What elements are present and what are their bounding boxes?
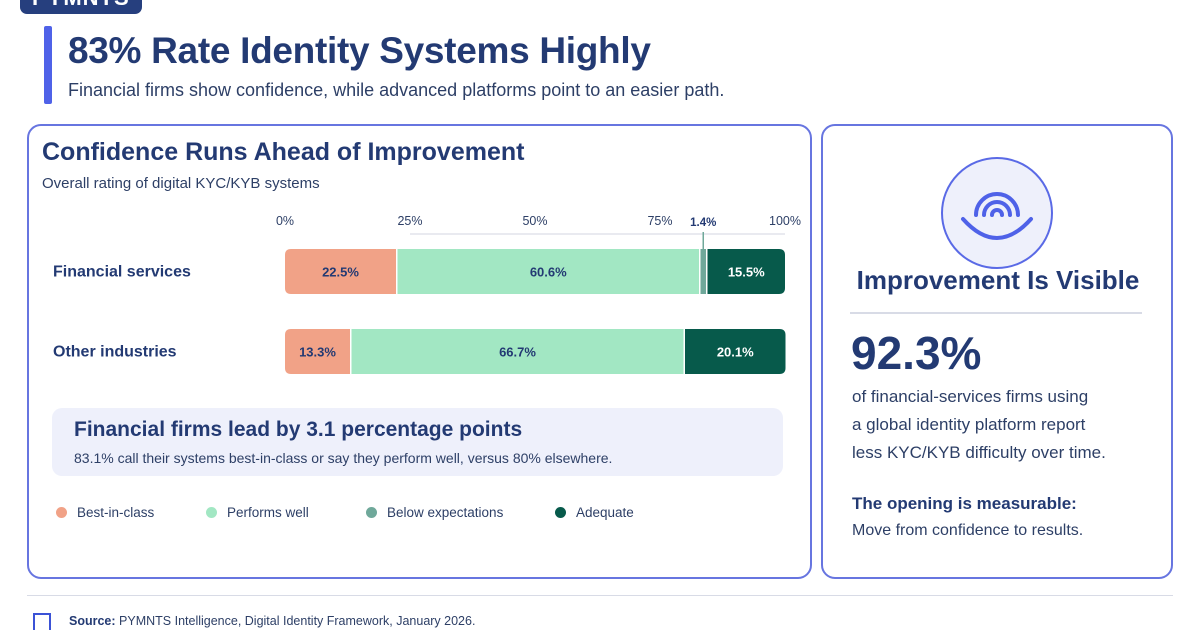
opening-text: Move from confidence to results. (852, 522, 1084, 539)
opening-title: The opening is measurable: (852, 494, 1077, 513)
category-label: Financial services (53, 264, 191, 281)
side-panel-title: Improvement Is Visible (856, 265, 1140, 295)
bar-segment (285, 329, 350, 374)
stat-description-line: of financial-services firms using (852, 387, 1089, 406)
bar-segment (285, 249, 396, 294)
source-text: PYMNTS Intelligence, Digital Identity Fr… (119, 614, 476, 628)
x-tick-label: 50% (522, 214, 547, 228)
stat-description-line: less KYC/KYB difficulty over time. (852, 443, 1106, 462)
bar-segment (685, 329, 786, 374)
page-subtitle: Financial firms show confidence, while a… (68, 80, 725, 100)
callout-box: Financial firms lead by 3.1 percentage p… (52, 408, 783, 476)
legend-item-adequate: Adequate (555, 504, 634, 520)
data-label: 15.5% (728, 265, 765, 280)
footer-divider (27, 595, 1173, 596)
legend-label: Best-in-class (77, 504, 155, 520)
pymnts-logo: PYMNTS (20, 0, 142, 14)
category-label: Other industries (53, 344, 177, 361)
stacked-bar-chart: 0% 25% 50% 75% 100% Financial services 22.5% 60… (53, 214, 801, 374)
chart-subtitle: Overall rating of digital KYC/KYB system… (42, 175, 320, 192)
callout-text: 83.1% call their systems best-in-class o… (74, 450, 613, 466)
data-label: 13.3% (299, 345, 336, 360)
x-tick-label: 0% (276, 214, 294, 228)
data-label: 1.4% (690, 217, 716, 229)
chart-title: Confidence Runs Ahead of Improvement (42, 138, 525, 166)
legend-swatch (56, 506, 67, 518)
source-label: Source: (69, 614, 116, 628)
page-title: 83% Rate Identity Systems Highly (68, 30, 651, 71)
x-tick-label: 100% (769, 214, 801, 228)
legend-item-performs-well: Performs well (206, 504, 309, 520)
fingerprint-smile-icon (941, 157, 1053, 269)
bar-segment (700, 249, 706, 294)
legend-item-below-expectations: Below expectations (366, 504, 503, 520)
legend-swatch (366, 506, 377, 518)
title-accent-bar (44, 26, 52, 104)
side-panel-divider (850, 312, 1142, 314)
bar-segment (397, 249, 699, 294)
data-label: 60.6% (530, 265, 567, 280)
bar-segment (707, 249, 785, 294)
key-stat: 92.3% (851, 327, 982, 379)
footer-logo-mark (33, 613, 51, 630)
stat-description-line: a global identity platform report (852, 415, 1086, 434)
bar-segment (351, 329, 684, 374)
callout-title: Financial firms lead by 3.1 percentage p… (74, 418, 523, 441)
data-label: 22.5% (322, 265, 359, 280)
x-tick-label: 25% (397, 214, 422, 228)
legend-label: Adequate (576, 504, 634, 520)
legend-label: Performs well (227, 504, 309, 520)
data-label: 66.7% (499, 345, 536, 360)
legend-item-best-in-class: Best-in-class (56, 504, 154, 520)
legend-swatch (555, 506, 566, 518)
legend-label: Below expectations (387, 504, 504, 520)
fingerprint-smile-graphic (961, 192, 1033, 240)
x-tick-label: 75% (647, 214, 672, 228)
stat-description: of financial-services firms using a glob… (852, 383, 1152, 467)
data-label: 20.1% (717, 345, 754, 360)
legend-swatch (206, 506, 217, 518)
source-note: Source: PYMNTS Intelligence, Digital Ide… (69, 614, 475, 628)
